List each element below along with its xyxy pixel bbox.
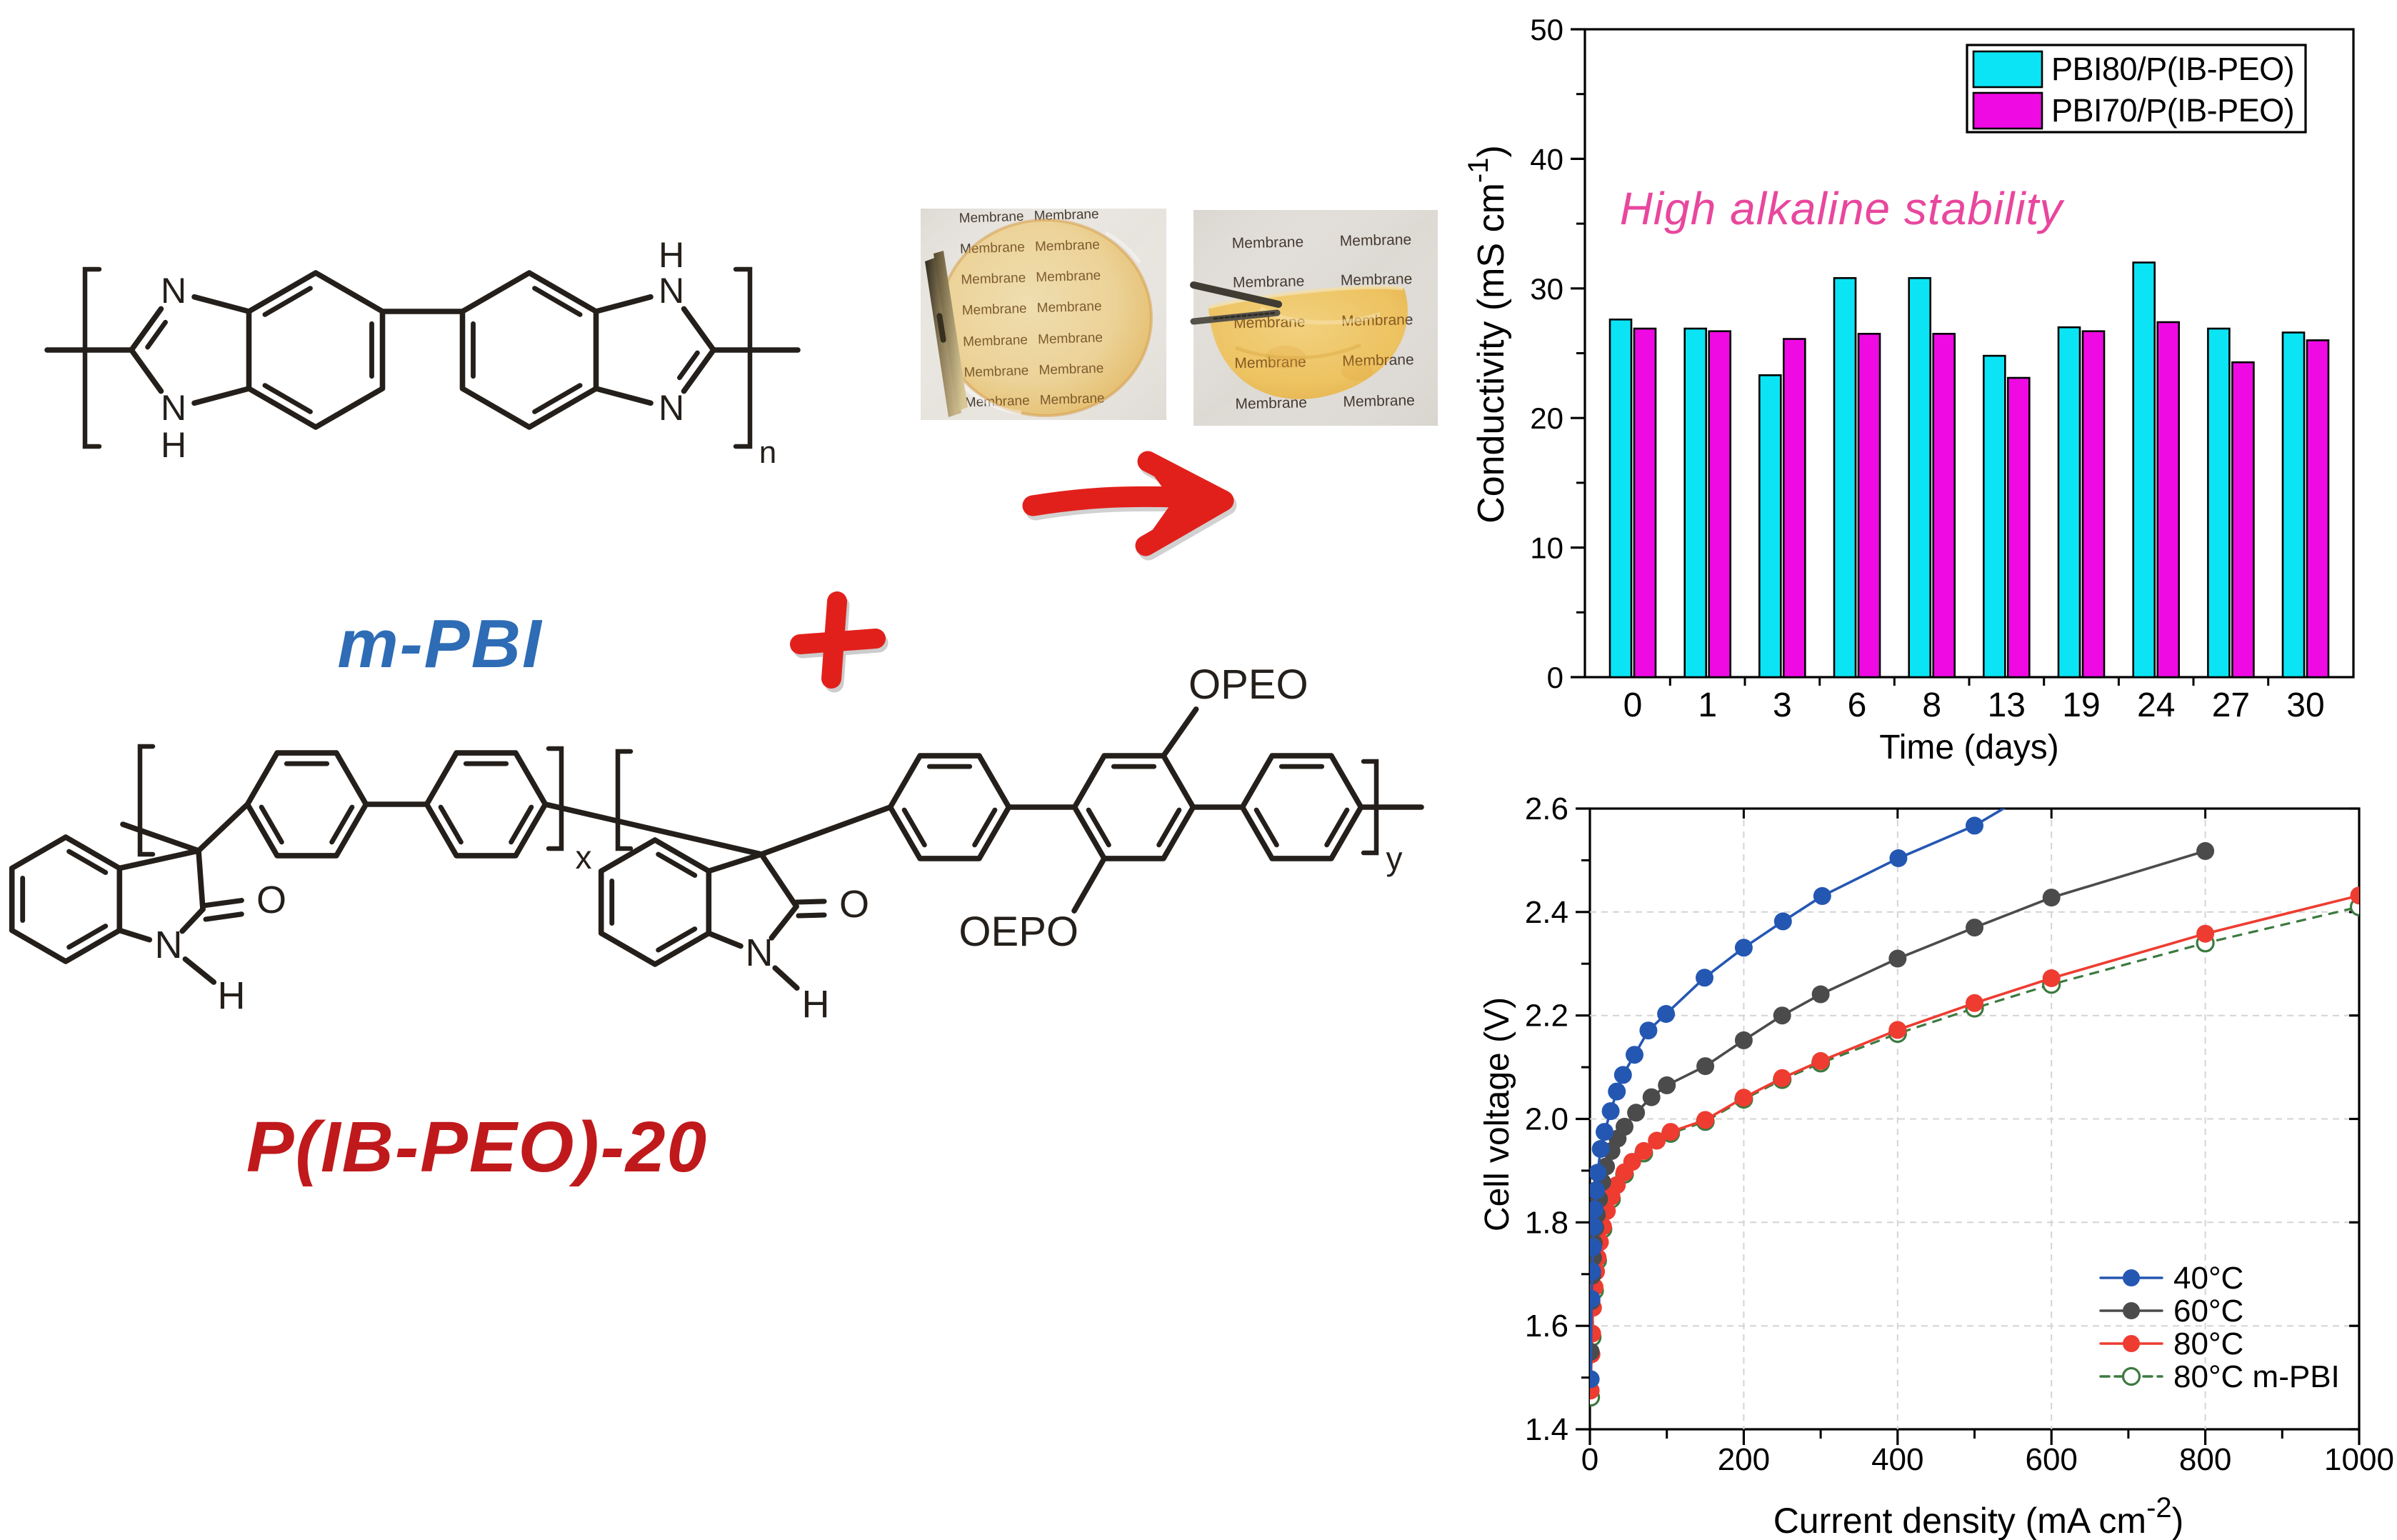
svg-text:N: N [161,271,186,311]
svg-text:30: 30 [2286,686,2324,724]
svg-text:3: 3 [1773,686,1792,724]
svg-text:PBI70/P(IB-PEO): PBI70/P(IB-PEO) [2051,92,2294,129]
svg-text:Membrane: Membrane [1038,330,1103,347]
svg-text:Membrane: Membrane [961,271,1026,288]
svg-text:Conductivity (mS cm-1): Conductivity (mS cm-1) [1463,145,1512,524]
svg-text:50: 50 [1530,13,1563,46]
svg-text:1.8: 1.8 [1525,1205,1568,1240]
svg-text:1.4: 1.4 [1525,1412,1568,1447]
svg-text:Membrane: Membrane [1233,273,1305,291]
svg-text:y: y [1386,840,1403,877]
svg-text:19: 19 [2062,686,2100,724]
svg-text:Membrane: Membrane [963,333,1028,350]
svg-text:Membrane: Membrane [1036,268,1101,285]
svg-text:Membrane: Membrane [1340,231,1412,249]
svg-text:20: 20 [1530,401,1563,435]
svg-text:H: H [659,235,684,275]
svg-text:Cell voltage (V): Cell voltage (V) [1478,997,1516,1231]
svg-text:1: 1 [1698,686,1717,724]
svg-text:Membrane: Membrane [964,364,1029,381]
svg-text:Membrane: Membrane [1232,234,1304,251]
svg-text:N: N [659,271,684,311]
svg-text:N: N [155,924,183,966]
svg-text:24: 24 [2137,686,2175,724]
svg-text:600: 600 [2025,1442,2077,1477]
svg-text:x: x [576,839,592,876]
svg-text:OEPO: OEPO [959,909,1079,955]
svg-text:OPEO: OPEO [1189,661,1308,708]
svg-text:Membrane: Membrane [1036,299,1101,316]
svg-text:80°C m-PBI: 80°C m-PBI [2173,1359,2340,1394]
svg-text:Membrane: Membrane [1234,354,1306,371]
svg-text:60°C: 60°C [2173,1294,2243,1329]
svg-text:2.4: 2.4 [1525,895,1568,930]
svg-text:H: H [218,974,246,1017]
svg-text:0: 0 [1547,661,1563,694]
svg-text:13: 13 [1988,686,2026,724]
svg-text:80°C: 80°C [2173,1326,2243,1361]
svg-text:O: O [256,879,286,921]
svg-text:N: N [746,931,774,974]
svg-text:8: 8 [1922,686,1941,724]
svg-text:Membrane: Membrane [1039,361,1104,378]
svg-text:m-PBI: m-PBI [337,606,543,682]
svg-text:0: 0 [1581,1442,1598,1477]
svg-text:1000: 1000 [2324,1442,2394,1477]
svg-text:40°C: 40°C [2173,1261,2243,1296]
svg-text:O: O [839,883,869,926]
svg-text:30: 30 [1530,272,1563,306]
svg-text:2.6: 2.6 [1525,791,1568,826]
svg-text:n: n [759,435,776,470]
svg-text:6: 6 [1848,686,1867,724]
svg-text:400: 400 [1871,1442,1923,1477]
svg-text:Membrane: Membrane [1039,391,1104,408]
svg-text:2.2: 2.2 [1525,999,1568,1034]
svg-text:H: H [802,983,830,1026]
svg-text:10: 10 [1530,531,1563,565]
svg-text:High alkaline stability: High alkaline stability [1620,183,2066,234]
svg-text:H: H [161,425,186,465]
svg-text:800: 800 [2179,1442,2231,1477]
svg-text:1.6: 1.6 [1525,1309,1568,1344]
svg-text:40: 40 [1530,142,1563,176]
svg-text:Current density (mA cm-2): Current density (mA cm-2) [1773,1492,2184,1540]
svg-text:Membrane: Membrane [1343,392,1415,410]
svg-text:Membrane: Membrane [961,301,1026,319]
svg-text:Membrane: Membrane [959,209,1024,226]
svg-text:PBI80/P(IB-PEO): PBI80/P(IB-PEO) [2051,51,2294,87]
svg-text:N: N [659,388,684,428]
svg-text:2.0: 2.0 [1525,1102,1568,1137]
svg-text:Time (days): Time (days) [1879,729,2059,766]
svg-text:27: 27 [2212,686,2250,724]
svg-text:0: 0 [1623,686,1643,724]
svg-text:P(IB-PEO)-20: P(IB-PEO)-20 [246,1107,708,1187]
svg-text:200: 200 [1718,1442,1770,1477]
svg-text:N: N [161,388,186,428]
svg-text:Membrane: Membrane [1035,237,1100,254]
